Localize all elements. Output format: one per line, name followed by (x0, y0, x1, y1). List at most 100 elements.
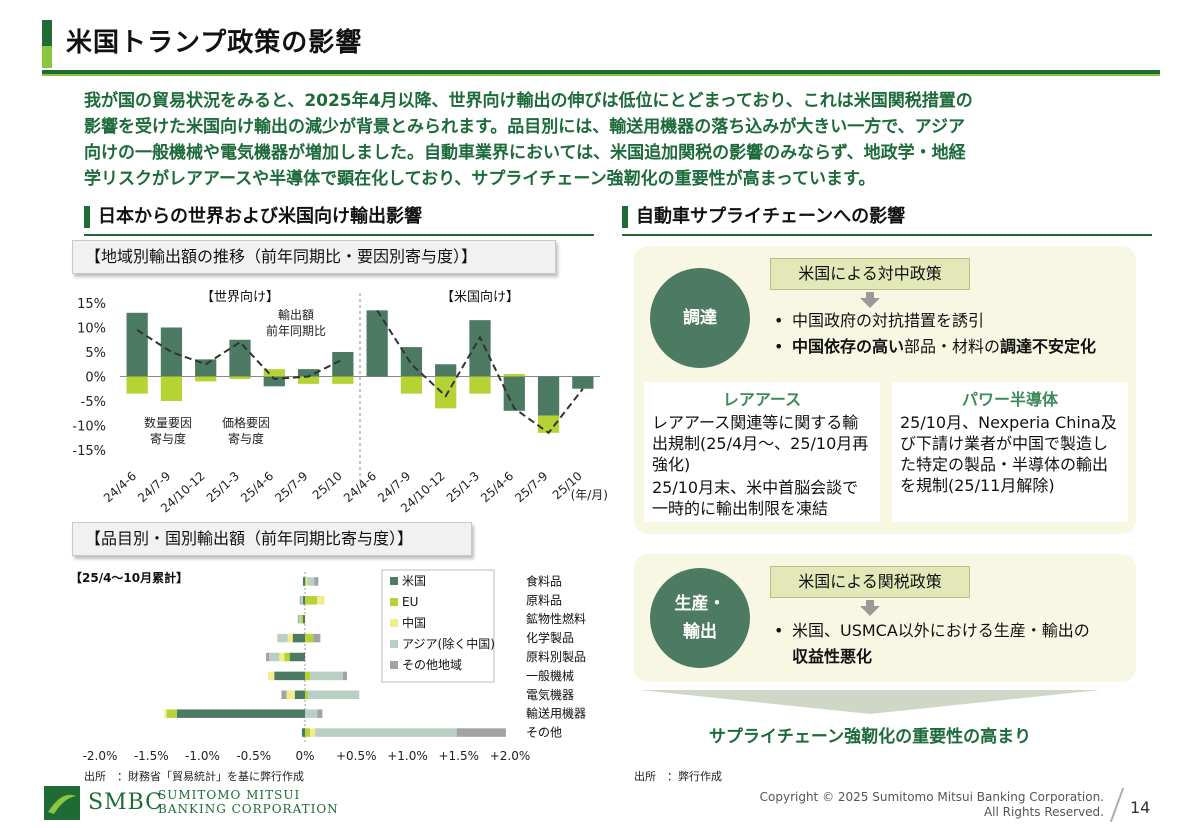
x-tick-label: -1.5% (134, 749, 169, 763)
rare-earth-card: レアアース レアアース関連等に関する輸出規制(25/4月～、25/10月再強化)… (644, 382, 880, 522)
x-tick-label: 25/4-6 (478, 469, 516, 505)
x-tick-label: 25/4-6 (238, 469, 276, 505)
unit-label: (年/月) (571, 488, 608, 502)
price-bar (503, 374, 525, 377)
bar-segment (284, 652, 290, 662)
left-source: 出所 ：財務省「貿易統計」を基に弊行作成 (84, 770, 304, 783)
group-title: 【米国向け】 (441, 289, 519, 305)
rare-earth-text-1: レアアース関連等に関する輸出規制(25/4月～、25/10月再強化) (652, 413, 869, 474)
procurement-bullets: 中国政府の対抗措置を誘引 中国依存の高い部品・材料の調達不安定化 (772, 308, 1132, 360)
y-tick-label: -10% (72, 420, 106, 435)
bar-segment (456, 728, 506, 737)
bar-segment (176, 709, 305, 718)
copyright: Copyright © 2025 Sumitomo Mitsui Banking… (759, 790, 1104, 819)
qty-bar (366, 310, 388, 377)
price-bar (263, 369, 285, 377)
chart2-label: 【品目別・国別輸出額（前年同期比寄与度）】 (72, 522, 472, 556)
bar-segment (342, 671, 348, 681)
bar-segment (306, 577, 308, 586)
procurement-circle-label: 調達 (683, 308, 717, 328)
x-tick-label: 25/7-9 (272, 469, 310, 505)
y-tick-label: 10% (77, 322, 106, 337)
x-tick-label: +1.5% (438, 749, 479, 763)
procurement-circle: 調達 (650, 268, 750, 368)
qty-bar (503, 376, 525, 411)
price-bar (435, 376, 457, 409)
qty-bar (435, 364, 457, 377)
bar-segment (302, 614, 305, 624)
bar-segment (302, 577, 305, 586)
arrow-down-icon (860, 298, 880, 308)
bar-segment (305, 690, 309, 700)
x-tick-label: 25/1-3 (204, 469, 242, 505)
x-tick-label: 24/4-6 (101, 469, 139, 505)
x-tick-label: -0.5% (236, 749, 271, 763)
bar-segment (297, 614, 299, 624)
bar-segment (268, 671, 275, 681)
bar-segment (301, 728, 305, 737)
category-label: 原料別製品 (526, 650, 586, 664)
rare-earth-heading: レアアース (722, 390, 802, 409)
legend-box (381, 569, 495, 683)
bar-segment (317, 709, 323, 718)
x-tick-label: -2.0% (83, 749, 118, 763)
bar-segment (305, 709, 318, 718)
bar-segment (294, 690, 305, 700)
arrow-down-icon (866, 600, 874, 606)
category-label: 輸送用機器 (526, 706, 586, 721)
production-circle-line2: 輸出 (683, 622, 717, 642)
legend-label: その他地域 (402, 658, 462, 672)
bar-segment (305, 577, 307, 586)
bar-segment (307, 577, 315, 586)
summary-line: 我が国の貿易状況をみると、2025年4月以降、世界向け輸出の伸びは低位にとどまっ… (84, 91, 973, 111)
y-tick-label: -15% (72, 444, 106, 459)
conclusion-text: サプライチェーン強靭化の重要性の高まり (708, 727, 1032, 747)
qty-bar (160, 327, 183, 377)
y-tick-label: 0% (85, 371, 106, 386)
qty-bar (263, 376, 285, 387)
bar-segment (274, 671, 305, 681)
annotation-line-label: 輸出額 (278, 307, 314, 322)
legend-swatch (390, 577, 398, 585)
x-tick-label: 0% (295, 749, 314, 763)
power-semi-heading: パワー半導体 (961, 390, 1058, 409)
product-export-chart: 【25/4～10月累計】 -2.0% -1.5% -1.0% -0.5% 0% +0.5% +… (70, 569, 586, 763)
bar-segment (310, 728, 316, 737)
qty-bar (297, 369, 320, 377)
x-tick-label: +2.0% (490, 749, 531, 763)
yoy-line (376, 309, 584, 435)
right-section-heading: 自動車サプライチェーンへの影響 (622, 202, 1152, 236)
bar-segment (300, 614, 303, 624)
rare-earth-text-2: 25/10月末、米中首脳会談で一時的に輸出制限を凍結 (652, 478, 859, 518)
conclusion-arrow-icon (640, 690, 1100, 714)
price-bar (160, 376, 183, 401)
bar-segment (313, 633, 321, 643)
bar-segment (298, 614, 301, 624)
bar-segment (166, 709, 177, 718)
legend-swatch (390, 661, 398, 669)
chart2-subtitle: 【25/4～10月累計】 (70, 570, 188, 585)
bar-segment (305, 728, 311, 737)
legend-label: 中国 (402, 615, 426, 630)
arrow-down-icon (860, 606, 880, 616)
left-section-heading-text: 日本からの世界および米国向け輸出影響 (98, 206, 422, 227)
qty-bar (229, 339, 251, 377)
production-policy-tag: 米国による関税政策 (770, 566, 970, 598)
footer-brand: SMBC (88, 790, 164, 815)
bar-segment (269, 652, 280, 662)
page-title: 米国トランプ政策の影響 (66, 28, 363, 58)
chart1-label: 【地域別輸出額の推移（前年同期比・要因別寄与度）】 (72, 240, 556, 274)
price-bar (126, 376, 148, 394)
x-tick-label: +0.5% (336, 749, 377, 763)
annotation-price-label: 価格要因 (222, 415, 270, 430)
price-bar (332, 376, 354, 384)
page-number: 14 (1130, 798, 1151, 817)
procurement-bullet-2: 中国依存の高い部品・材料の調達不安定化 (772, 334, 1132, 360)
bar-segment (314, 577, 319, 586)
annotation-price-label: 寄与度 (228, 431, 264, 446)
bar-segment (266, 652, 270, 662)
power-semi-text: 25/10月、Nexperia China及び下請け業者が中国で製造した特定の製… (900, 413, 1117, 495)
bar-segment (305, 671, 311, 681)
